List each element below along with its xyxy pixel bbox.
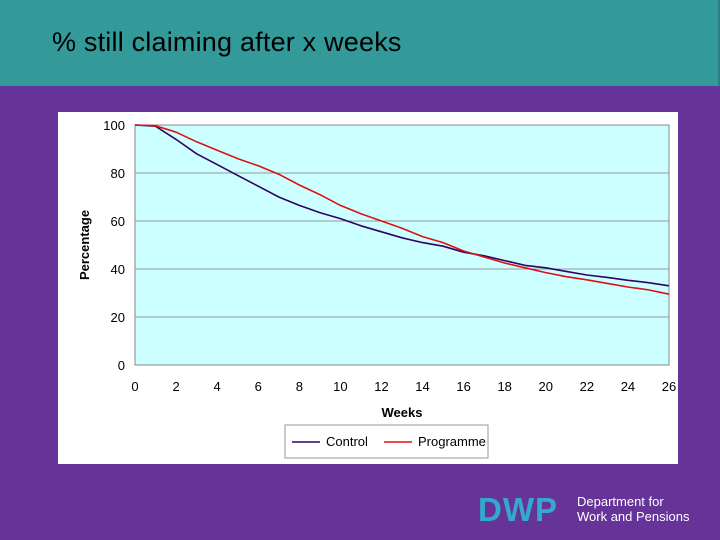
y-tick-label: 0 [118, 358, 125, 373]
legend-label-control: Control [326, 434, 368, 449]
x-tick-label: 10 [333, 379, 347, 394]
plot-area [134, 124, 670, 366]
series-line-control [134, 124, 670, 287]
logo-line-2: Work and Pensions [577, 509, 690, 524]
y-tick-label: 100 [103, 118, 125, 133]
y-tick-label: 60 [111, 214, 125, 229]
x-tick-label: 6 [255, 379, 262, 394]
series-line-programme [134, 124, 670, 295]
page-title: % still claiming after x weeks [52, 27, 402, 57]
chart-panel: 0 20 40 60 80 100 0 2 4 6 8 10 12 14 16 18 20 22 24 26 Weeks… [58, 112, 678, 464]
x-tick-label: 0 [131, 379, 138, 394]
x-tick-label: 26 [662, 379, 676, 394]
x-tick-label: 14 [415, 379, 429, 394]
dwp-logo: DWP Department for Work and Pensions [478, 492, 708, 528]
x-tick-label: 8 [296, 379, 303, 394]
logo-mark: DWP [478, 491, 558, 528]
header-bar: % still claiming after x weeks [0, 0, 720, 86]
y-axis-label: Percentage [77, 210, 92, 280]
logo-department-text: Department for Work and Pensions [577, 494, 690, 524]
legend-label-programme: Programme [418, 434, 486, 449]
x-tick-label: 24 [621, 379, 635, 394]
y-tick-label: 80 [111, 166, 125, 181]
x-tick-label: 20 [539, 379, 553, 394]
y-tick-label: 40 [111, 262, 125, 277]
x-tick-label: 2 [172, 379, 179, 394]
x-axis-label: Weeks [382, 405, 423, 420]
x-tick-label: 16 [456, 379, 470, 394]
x-tick-label: 18 [497, 379, 511, 394]
x-tick-label: 4 [214, 379, 221, 394]
x-tick-label: 12 [374, 379, 388, 394]
y-tick-label: 20 [111, 310, 125, 325]
x-tick-label: 22 [580, 379, 594, 394]
logo-line-1: Department for [577, 494, 664, 509]
